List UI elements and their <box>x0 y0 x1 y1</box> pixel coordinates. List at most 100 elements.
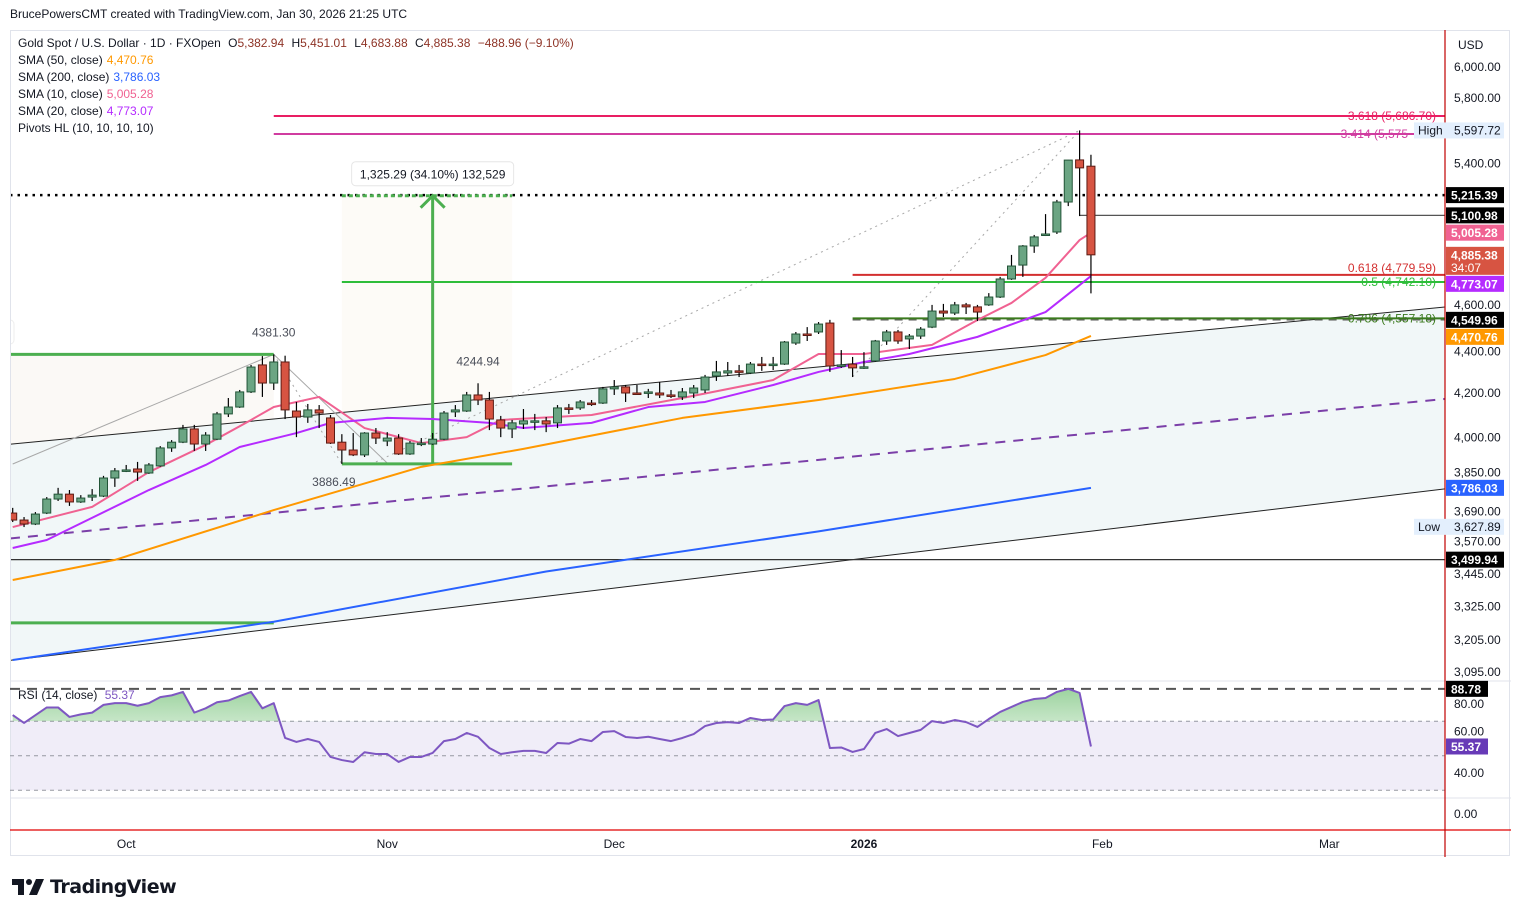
candle[interactable] <box>768 356 778 371</box>
price-tag[interactable]: 4,470.76 <box>1446 328 1504 345</box>
candle[interactable] <box>882 329 892 345</box>
candle[interactable] <box>825 319 835 372</box>
trend-line[interactable] <box>375 129 1080 463</box>
candle[interactable] <box>201 432 211 451</box>
candle[interactable] <box>655 381 665 399</box>
trend-line[interactable] <box>12 353 274 465</box>
candle[interactable] <box>280 355 290 420</box>
candle[interactable] <box>189 424 199 451</box>
candle[interactable] <box>326 415 335 445</box>
candle[interactable] <box>269 354 279 390</box>
candle[interactable] <box>416 438 426 447</box>
candle[interactable] <box>19 517 29 528</box>
candle[interactable] <box>1041 214 1051 237</box>
candle[interactable] <box>893 329 903 344</box>
price-tag[interactable]: 4,549.96 <box>1446 311 1504 328</box>
currency-label[interactable]: USD <box>1458 38 1484 52</box>
rsi-line[interactable] <box>12 687 1092 763</box>
candle[interactable] <box>575 399 585 410</box>
channel-mid-dashed-line[interactable] <box>10 397 1445 540</box>
candle[interactable] <box>814 322 824 335</box>
candle[interactable] <box>757 356 767 371</box>
candle[interactable] <box>155 446 165 467</box>
candle[interactable] <box>1018 245 1028 277</box>
candle[interactable] <box>677 388 687 400</box>
candle[interactable] <box>961 302 971 315</box>
candle[interactable] <box>745 361 755 375</box>
indicator-sma20[interactable]: SMA (20, close) 4,773.07 <box>18 103 574 120</box>
candle[interactable] <box>30 512 40 526</box>
candle[interactable] <box>1029 234 1039 253</box>
candle[interactable] <box>462 391 472 412</box>
candle[interactable] <box>609 380 619 395</box>
candle[interactable] <box>371 428 381 445</box>
candle[interactable] <box>950 301 960 316</box>
rsi-pane[interactable] <box>10 687 1445 791</box>
candle[interactable] <box>972 304 982 322</box>
candle[interactable] <box>394 434 404 455</box>
candle[interactable] <box>870 339 880 362</box>
candle[interactable] <box>337 434 347 464</box>
candle[interactable] <box>121 464 131 473</box>
candle[interactable] <box>780 340 789 365</box>
channel-lower-line[interactable] <box>10 488 1445 661</box>
indicator-sma10[interactable]: SMA (10, close) 5,005.28 <box>18 86 574 103</box>
candle[interactable] <box>791 331 801 345</box>
candle[interactable] <box>734 364 744 378</box>
indicator-sma200[interactable]: SMA (200, close) 3,786.03 <box>18 69 574 86</box>
candle[interactable] <box>587 399 597 406</box>
price-tag[interactable]: 4,773.07 <box>1446 275 1504 292</box>
candle[interactable] <box>1052 199 1062 235</box>
candle[interactable] <box>507 419 517 439</box>
candle[interactable] <box>1063 159 1073 207</box>
candle[interactable] <box>621 384 631 402</box>
sma-line-200[interactable] <box>12 486 1092 662</box>
candle[interactable] <box>1007 254 1016 280</box>
candle[interactable] <box>632 384 642 396</box>
candle[interactable] <box>348 433 358 457</box>
price-tag[interactable]: 3,786.03 <box>1446 479 1504 496</box>
price-tag[interactable]: 5,100.98 <box>1446 207 1504 224</box>
candle[interactable] <box>144 463 154 474</box>
candle[interactable] <box>360 432 370 457</box>
candle[interactable] <box>1086 154 1096 294</box>
candle[interactable] <box>53 487 63 501</box>
indicator-sma50[interactable]: SMA (50, close) 4,470.76 <box>18 52 574 69</box>
candle[interactable] <box>496 415 506 438</box>
candle[interactable] <box>1075 130 1085 217</box>
candle[interactable] <box>167 440 177 452</box>
price-tag[interactable]: 5,215.39 <box>1446 187 1504 204</box>
candle[interactable] <box>64 490 74 506</box>
candle[interactable] <box>723 361 733 376</box>
candle[interactable] <box>700 374 710 394</box>
candle[interactable] <box>802 327 812 341</box>
candle[interactable] <box>178 424 188 444</box>
candle[interactable] <box>303 403 313 423</box>
candle[interactable] <box>541 417 551 433</box>
tradingview-logo[interactable]: TradingView <box>12 876 177 898</box>
candle[interactable] <box>553 405 562 429</box>
price-tag[interactable]: 5,005.28 <box>1446 224 1504 241</box>
candle[interactable] <box>938 303 948 318</box>
candle[interactable] <box>848 356 858 378</box>
candle[interactable] <box>246 364 256 394</box>
candle[interactable] <box>904 334 914 350</box>
main-pane[interactable]: 3.618 (5,686.70) 3.414 (5,575 0.618 (4,779… <box>0 109 1445 662</box>
candle[interactable] <box>859 352 869 369</box>
candle[interactable] <box>257 356 267 397</box>
price-tag[interactable]: 3,499.94 <box>1446 551 1504 568</box>
candle[interactable] <box>984 293 994 306</box>
rsi-legend[interactable]: RSI (14, close) 55.37 <box>18 688 135 702</box>
candle[interactable] <box>235 389 245 408</box>
candle[interactable] <box>916 327 926 339</box>
rsi-tag[interactable]: 55.37 <box>1446 738 1488 755</box>
candle[interactable] <box>110 468 120 487</box>
candle[interactable] <box>666 389 676 399</box>
candle[interactable] <box>87 489 97 501</box>
candle[interactable] <box>450 405 460 418</box>
candle[interactable] <box>995 276 1005 299</box>
indicator-pivots[interactable]: Pivots HL (10, 10, 10, 10) <box>18 120 574 137</box>
candle[interactable] <box>9 507 18 523</box>
